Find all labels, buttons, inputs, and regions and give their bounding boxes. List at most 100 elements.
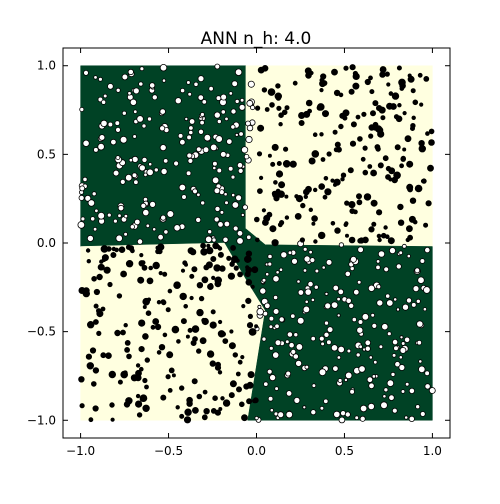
point-neg [313,187,318,193]
point-pos [324,291,329,296]
point-pos [121,73,129,81]
point-pos [202,146,210,154]
point-neg [257,124,265,132]
point-pos [401,243,407,249]
point-pos [102,93,108,99]
point-pos [267,253,273,260]
point-pos [395,307,400,312]
point-pos [422,286,431,294]
point-pos [254,415,259,421]
point-pos [410,302,417,308]
point-pos [267,261,273,267]
point-neg [409,197,417,204]
point-neg [156,350,162,355]
point-neg [246,256,252,262]
point-neg [138,260,145,267]
point-pos [146,168,154,176]
point-pos [268,324,274,330]
point-neg [321,110,329,118]
point-neg [152,261,160,270]
point-pos [385,293,391,299]
point-neg [380,115,386,121]
point-pos [304,299,309,304]
point-pos [343,377,348,382]
point-pos [230,124,236,130]
point-neg [156,300,162,305]
point-pos [220,151,227,158]
point-neg [319,88,324,93]
point-neg [292,80,298,86]
point-pos [246,234,252,240]
point-neg [162,332,168,338]
point-neg [273,195,280,202]
point-neg [214,409,221,416]
point-pos [200,200,206,206]
point-neg [348,88,355,95]
point-pos [228,91,233,96]
point-pos [285,390,293,397]
point-neg [282,146,289,152]
point-neg [372,100,379,107]
point-neg [93,319,99,325]
point-pos [318,335,325,342]
point-neg [138,345,145,353]
point-neg [228,342,236,350]
point-neg [166,351,174,359]
point-neg [386,102,394,110]
point-neg [198,295,205,302]
point-neg [428,128,435,135]
point-neg [411,115,416,120]
point-neg [135,393,141,399]
point-pos [247,80,255,88]
point-pos [406,254,411,259]
point-neg [205,246,214,255]
point-neg [300,202,306,209]
point-pos [123,232,128,237]
point-neg [196,282,204,289]
point-pos [98,134,106,141]
point-pos [231,193,236,198]
point-neg [245,297,252,304]
point-neg [388,167,396,175]
point-pos [161,78,167,83]
point-neg [144,384,149,390]
point-pos [368,382,375,389]
point-neg [93,303,99,309]
point-neg [246,398,253,405]
point-pos [186,134,192,141]
point-neg [248,328,257,336]
point-pos [91,191,97,197]
point-pos [323,398,329,404]
point-pos [332,365,339,372]
point-pos [197,128,204,135]
point-neg [418,139,425,147]
point-neg [220,331,226,337]
point-neg [142,333,149,340]
point-neg [100,306,106,312]
point-neg [428,139,435,146]
point-pos [364,339,371,346]
x-tick-label: 0.5 [335,444,354,458]
point-pos [237,167,244,174]
point-pos [131,172,138,179]
point-pos [272,351,280,359]
point-neg [407,186,414,193]
point-pos [133,109,138,114]
point-pos [355,352,361,358]
point-pos [308,249,313,255]
point-pos [213,111,221,119]
point-neg [165,307,171,313]
point-pos [159,108,166,115]
point-neg [369,110,376,117]
point-neg [399,86,405,91]
point-pos [336,313,341,318]
point-pos [124,173,133,182]
point-pos [242,204,249,211]
point-pos [296,316,305,325]
point-pos [424,370,430,377]
point-neg [294,212,302,220]
point-pos [364,345,371,352]
point-pos [292,353,299,360]
point-pos [366,376,374,383]
point-neg [344,221,349,226]
